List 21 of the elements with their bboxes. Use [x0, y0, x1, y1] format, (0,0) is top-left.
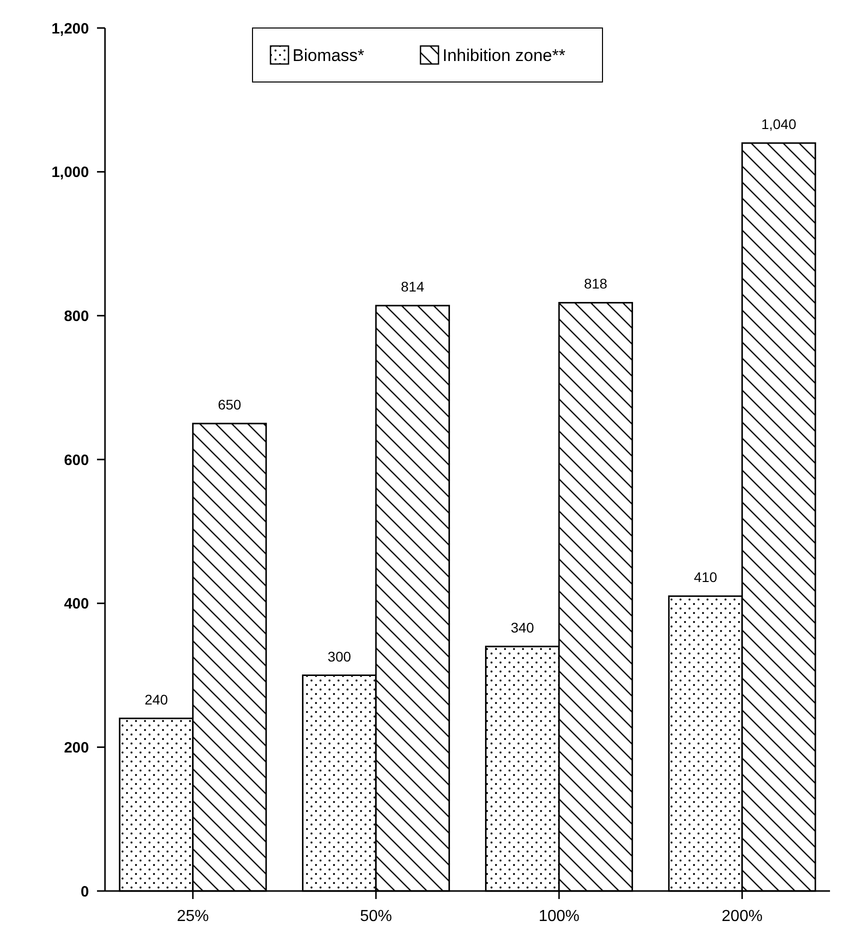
legend-label: Biomass*: [292, 46, 365, 65]
data-label: 300: [328, 648, 352, 664]
x-tick-label: 50%: [360, 908, 392, 925]
y-tick-label: 200: [64, 739, 89, 756]
y-tick-label: 800: [64, 308, 89, 325]
x-tick-label: 25%: [176, 908, 209, 925]
y-tick-label: 1,000: [51, 164, 89, 182]
x-tick-label: 200%: [722, 908, 763, 925]
y-tick-label: 400: [64, 596, 89, 613]
data-label: 340: [510, 619, 534, 636]
data-label: 410: [694, 569, 718, 586]
y-tick-label: 0: [80, 883, 89, 900]
data-label: 814: [400, 278, 424, 295]
data-label: 240: [144, 691, 168, 708]
y-tick-label: 1,200: [51, 20, 89, 38]
data-label: 818: [584, 276, 608, 292]
x-tick-label: 100%: [538, 908, 580, 925]
data-label: 650: [218, 396, 242, 413]
y-tick-label: 600: [64, 452, 89, 469]
data-label: 1,040: [761, 116, 796, 132]
legend-label: Inhibition zone**: [442, 46, 566, 65]
